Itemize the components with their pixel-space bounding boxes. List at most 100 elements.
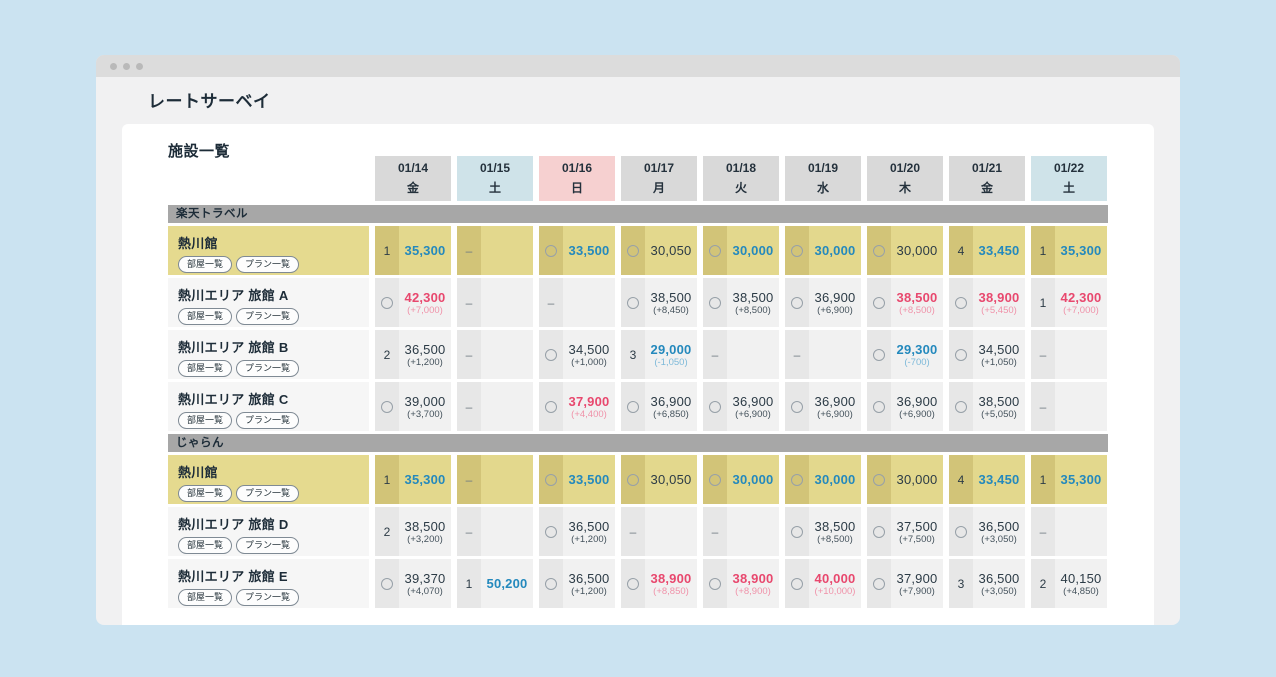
rooms-list-button[interactable]: 部屋一覧: [178, 485, 233, 502]
hotel-action-buttons: 部屋一覧 プラン一覧: [178, 308, 369, 325]
plans-list-button[interactable]: プラン一覧: [236, 360, 300, 377]
window-control-dot[interactable]: [110, 62, 117, 70]
hotel-row: 熱川エリア 旅館 E 部屋一覧 プラン一覧 39,370 (+4,070) 1 50,200…: [168, 559, 1108, 608]
plans-list-button[interactable]: プラン一覧: [236, 412, 300, 429]
price-value: 40,150: [1060, 570, 1102, 586]
plans-list-button[interactable]: プラン一覧: [236, 537, 300, 554]
no-data-dash: –: [1031, 382, 1055, 431]
select-radio[interactable]: [785, 382, 809, 431]
price-value: 36,900: [896, 393, 938, 409]
price-box: 30,000: [727, 455, 779, 504]
plans-list-button[interactable]: プラン一覧: [236, 256, 300, 273]
price-box: 40,000 (+10,000): [809, 559, 861, 608]
rooms-list-button[interactable]: 部屋一覧: [178, 308, 233, 325]
window-control-dot[interactable]: [136, 62, 143, 70]
section-title: 施設一覧: [168, 143, 231, 160]
select-radio[interactable]: [949, 278, 973, 327]
select-radio[interactable]: [867, 559, 891, 608]
select-radio[interactable]: [867, 455, 891, 504]
browser-window: レートサーベイ 施設一覧 01/14 金 01/15 土 01/16 日 01/17 月 01/…: [96, 55, 1180, 625]
plans-list-button[interactable]: プラン一覧: [236, 589, 300, 606]
rank-badge: 1: [1031, 455, 1055, 504]
select-radio[interactable]: [621, 226, 645, 275]
select-radio[interactable]: [867, 330, 891, 379]
price-diff: (+8,450): [653, 304, 689, 316]
price-box: 36,900 (+6,900): [891, 382, 943, 431]
hotel-row: 熱川エリア 旅館 C 部屋一覧 プラン一覧 39,000 (+3,700) –37,900…: [168, 382, 1108, 431]
price-box: 38,500 (+8,500): [891, 278, 943, 327]
select-radio[interactable]: [539, 382, 563, 431]
price-value: 33,500: [568, 243, 610, 258]
select-radio[interactable]: [867, 226, 891, 275]
select-radio[interactable]: [867, 278, 891, 327]
price-box: 38,500 (+8,500): [727, 278, 779, 327]
rate-cell: 39,000 (+3,700): [375, 382, 451, 431]
radio-circle-icon: [955, 525, 967, 538]
select-radio[interactable]: [785, 455, 809, 504]
rooms-list-button[interactable]: 部屋一覧: [178, 360, 233, 377]
hotel-action-buttons: 部屋一覧 プラン一覧: [178, 256, 369, 273]
select-radio[interactable]: [539, 455, 563, 504]
price-value: 30,050: [650, 472, 692, 487]
plans-list-button[interactable]: プラン一覧: [236, 308, 300, 325]
price-box: 36,500 (+1,200): [399, 330, 451, 379]
day-of-week-label: 水: [816, 180, 829, 195]
select-radio[interactable]: [539, 330, 563, 379]
select-radio[interactable]: [949, 382, 973, 431]
price-value: 38,500: [650, 289, 692, 305]
select-radio[interactable]: [621, 382, 645, 431]
radio-circle-icon: [381, 296, 393, 309]
no-data-dash: –: [457, 330, 481, 379]
rate-cell: 37,500 (+7,500): [867, 507, 943, 556]
select-radio[interactable]: [621, 278, 645, 327]
rate-cell: 29,300 (-700): [867, 330, 943, 379]
select-radio[interactable]: [785, 559, 809, 608]
select-radio[interactable]: [621, 559, 645, 608]
rank-badge: 4: [949, 455, 973, 504]
select-radio[interactable]: [949, 507, 973, 556]
rooms-list-button[interactable]: 部屋一覧: [178, 589, 233, 606]
hotel-name: 熱川館: [178, 465, 218, 480]
rooms-list-button[interactable]: 部屋一覧: [178, 256, 233, 273]
select-radio[interactable]: [375, 382, 399, 431]
rate-cell: 30,000: [867, 226, 943, 275]
radio-circle-icon: [545, 244, 557, 257]
select-radio[interactable]: [703, 559, 727, 608]
select-radio[interactable]: [785, 278, 809, 327]
select-radio[interactable]: [621, 455, 645, 504]
window-control-dot[interactable]: [123, 62, 130, 70]
rate-cell: 38,500 (+8,500): [867, 278, 943, 327]
select-radio[interactable]: [785, 507, 809, 556]
select-radio[interactable]: [703, 455, 727, 504]
radio-circle-icon: [955, 296, 967, 309]
select-radio[interactable]: [703, 226, 727, 275]
price-diff: (+4,400): [571, 408, 607, 420]
select-radio[interactable]: [703, 278, 727, 327]
rooms-list-button[interactable]: 部屋一覧: [178, 537, 233, 554]
plans-list-button[interactable]: プラン一覧: [236, 485, 300, 502]
price-box: [481, 330, 533, 379]
rate-cell: –: [457, 382, 533, 431]
price-box: 34,500 (+1,050): [973, 330, 1025, 379]
rank-badge: 4: [949, 226, 973, 275]
select-radio[interactable]: [867, 507, 891, 556]
select-radio[interactable]: [375, 559, 399, 608]
rate-cell: 30,000: [703, 455, 779, 504]
select-radio[interactable]: [867, 382, 891, 431]
day-of-week-label: 日: [570, 180, 583, 195]
rate-cell: 38,500 (+8,450): [621, 278, 697, 327]
select-radio[interactable]: [539, 559, 563, 608]
select-radio[interactable]: [949, 330, 973, 379]
date-header-01-17: 01/17 月: [621, 156, 697, 201]
select-radio[interactable]: [785, 226, 809, 275]
hotel-name: 熱川館: [178, 236, 218, 251]
rate-cell: 38,500 (+8,500): [703, 278, 779, 327]
hotel-action-buttons: 部屋一覧 プラン一覧: [178, 412, 369, 429]
select-radio[interactable]: [375, 278, 399, 327]
select-radio[interactable]: [703, 382, 727, 431]
select-radio[interactable]: [539, 226, 563, 275]
select-radio[interactable]: [539, 507, 563, 556]
rooms-list-button[interactable]: 部屋一覧: [178, 412, 233, 429]
hotel-row: 熱川エリア 旅館 B 部屋一覧 プラン一覧 2 36,500 (+1,200) –34,50…: [168, 330, 1108, 379]
price-value: 40,000: [814, 570, 856, 586]
